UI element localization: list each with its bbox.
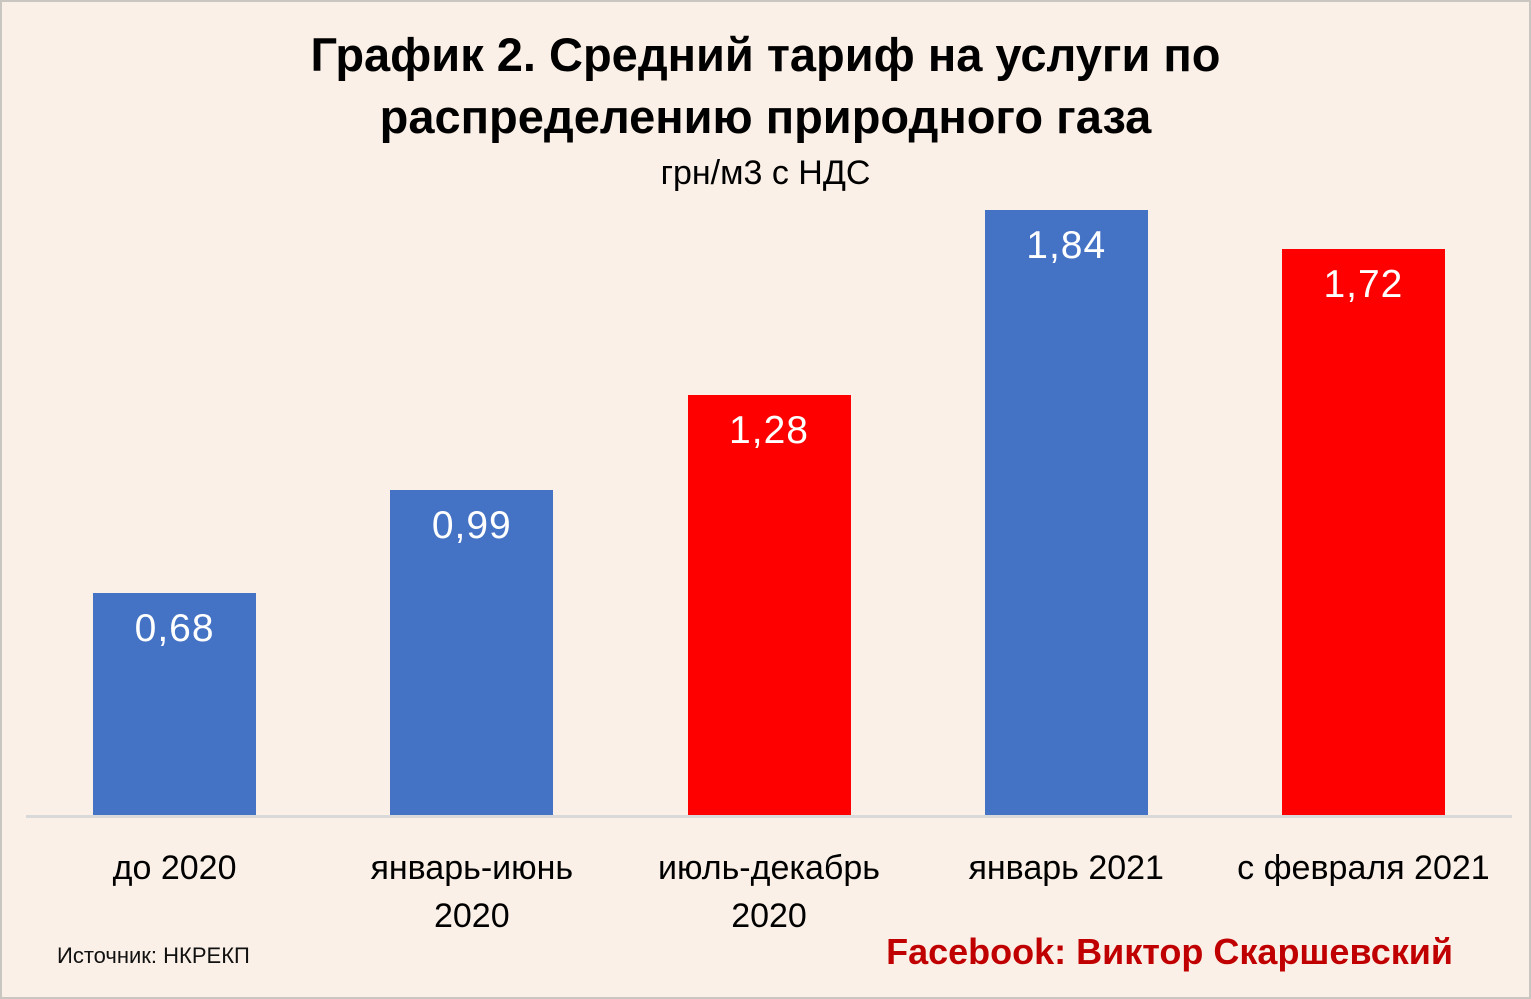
bar-value-label: 1,72 (1323, 263, 1404, 307)
category-label: январь-июнь 2020 (370, 849, 574, 936)
bar-value-label: 1,28 (729, 408, 809, 452)
chart-title-line-2: распределению природного газа (379, 90, 1152, 144)
source-note: Источник: НКРЕКП (57, 943, 250, 968)
bar-3: 1,28 (687, 394, 851, 817)
category-label: январь 2021 (968, 849, 1164, 887)
bar-2: 0,99 (390, 490, 554, 817)
bar-value-label: 1,84 (1026, 223, 1107, 267)
x-axis-labels: до 2020 январь-июнь 2020 июль-декабрь 2020 ян… (26, 844, 1512, 941)
bar-5: 1,72 (1281, 249, 1445, 817)
bar-4: 1,84 (984, 209, 1148, 817)
plot-area: 0,68 0,99 1,28 1,84 1,72 (26, 157, 1512, 817)
x-axis-line (26, 815, 1512, 818)
bar-slot: 1,72 (1215, 157, 1512, 817)
chart-subtitle: грн/м3 с НДС (660, 154, 871, 192)
bar-slot: 0,99 (323, 157, 620, 817)
bar-slot: 1,84 (918, 157, 1215, 817)
chart-title-line-1: График 2. Средний тариф на услуги по (310, 28, 1221, 81)
bar-slot: 1,28 (620, 157, 917, 817)
category-label: июль-декабрь 2020 (658, 849, 880, 936)
bar-slot: 0,68 (26, 157, 323, 817)
facebook-credit: Facebook: Виктор Скаршевский (886, 931, 1453, 972)
chart-title: График 2. Средний тариф на услуги по рас… (2, 24, 1529, 148)
bar-1: 0,68 (93, 592, 257, 817)
bar-value-label: 0,99 (431, 504, 512, 548)
category-label: с февраля 2021 (1237, 849, 1490, 887)
category-label: до 2020 (112, 849, 237, 887)
bar-value-label: 0,68 (134, 606, 215, 650)
